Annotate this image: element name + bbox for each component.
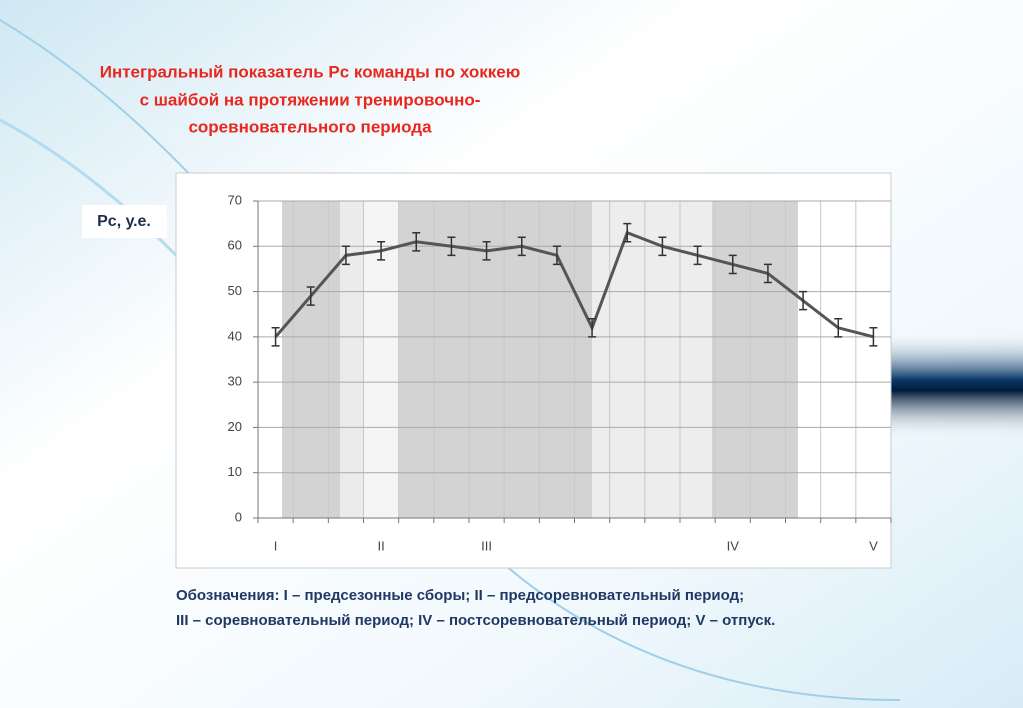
- error-bar: [658, 236, 667, 257]
- error-bar: [834, 317, 843, 338]
- y-tick-label: 30: [228, 374, 242, 389]
- error-bar: [377, 241, 386, 261]
- error-bar: [412, 231, 421, 252]
- error-bar: [306, 286, 315, 306]
- y-tick-label: 60: [228, 238, 242, 253]
- x-tick-label: IV: [727, 538, 740, 553]
- error-bar: [728, 254, 737, 275]
- note: III – соревновательный период; IV – пост…: [176, 612, 775, 629]
- y-tick-label: 40: [228, 328, 242, 343]
- note: Обозначения: I – предсезонные сборы; II …: [176, 587, 744, 604]
- chart-title: Интегральный показатель Рс команды по хо…: [100, 62, 521, 81]
- y-label-box: [82, 205, 167, 238]
- data-line: [274, 230, 874, 339]
- error-bar: [799, 290, 808, 311]
- x-tick-label: III: [481, 538, 492, 553]
- period-band: [340, 201, 364, 518]
- error-bar: [693, 245, 702, 266]
- y-tick-label: 50: [228, 283, 242, 298]
- y-tick-label: 10: [228, 464, 242, 479]
- error-bar: [552, 245, 561, 266]
- x-tick-label: V: [869, 538, 878, 553]
- y-tick-label: 20: [228, 419, 242, 434]
- error-bar: [447, 236, 456, 257]
- period-band: [399, 201, 592, 518]
- x-tick-label: II: [377, 538, 384, 553]
- error-bar: [271, 327, 280, 347]
- error-bar: [588, 317, 597, 338]
- period-band: [712, 201, 798, 518]
- period-band: [282, 201, 340, 518]
- background-band: [880, 330, 1023, 440]
- error-bar: [869, 327, 878, 347]
- error-bar: [482, 241, 491, 261]
- error-bar: [623, 222, 632, 243]
- y-tick-label: 0: [235, 509, 242, 524]
- error-bar: [517, 236, 526, 257]
- error-bar: [341, 245, 350, 266]
- y-tick-label: 70: [228, 192, 242, 207]
- error-bar: [763, 263, 772, 284]
- y-axis-label: Рс, у.е.: [97, 213, 151, 230]
- period-bands: [282, 201, 798, 518]
- chart-title: с шайбой на протяжении тренировочно-: [140, 90, 481, 109]
- chart-title: соревновательного периода: [188, 117, 432, 136]
- x-tick-label: I: [274, 538, 278, 553]
